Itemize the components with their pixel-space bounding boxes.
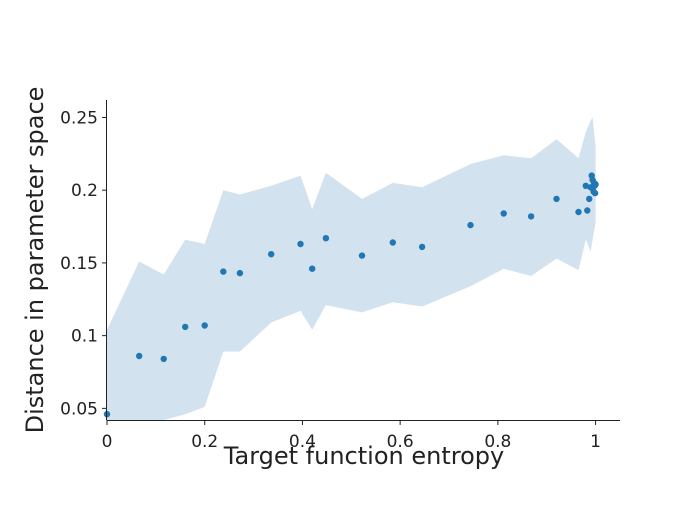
data-point [268, 251, 275, 258]
x-tick-label: 0.8 [484, 432, 511, 452]
axes-layer: 0 0.2 0.4 0.6 0.8 1 0.05 0.1 0.15 0.2 0.25 [60, 100, 620, 452]
x-axis-title: Target function entropy [223, 442, 504, 470]
data-point [586, 195, 593, 203]
data-point [592, 181, 599, 188]
data-point [309, 265, 316, 272]
y-tick-label: 0.2 [71, 181, 98, 201]
data-point [236, 269, 244, 277]
x-tick-label: 0.2 [191, 432, 218, 452]
x-tick-label: 1 [590, 432, 601, 452]
data-point [418, 243, 426, 251]
data-point [584, 207, 591, 214]
data-point [582, 182, 589, 189]
y-tick-label: 0.25 [60, 108, 98, 128]
data-point [553, 195, 560, 203]
data-point [467, 221, 474, 229]
data-point [136, 352, 143, 360]
data-point [575, 208, 582, 216]
y-axis-title: Distance in parameter space [21, 87, 49, 434]
data-point [591, 189, 599, 197]
y-tick-label: 0.05 [60, 399, 98, 419]
data-point [201, 322, 208, 329]
data-points-layer [103, 172, 599, 418]
x-tick-label: 0 [102, 432, 113, 452]
y-tick-label: 0.1 [71, 327, 98, 347]
data-point [500, 210, 507, 217]
x-tick-label: 0.6 [387, 432, 414, 452]
data-point [220, 268, 227, 275]
data-point [160, 355, 167, 363]
data-point [358, 252, 366, 259]
data-point [182, 323, 189, 331]
confidence-band-layer [107, 117, 596, 420]
y-tick-label: 0.15 [60, 254, 98, 274]
data-point [527, 213, 535, 220]
data-point [322, 235, 330, 242]
data-point [297, 240, 304, 248]
data-point [389, 239, 396, 246]
x-tick-label: 0.4 [289, 432, 316, 452]
confidence-band [107, 117, 596, 420]
